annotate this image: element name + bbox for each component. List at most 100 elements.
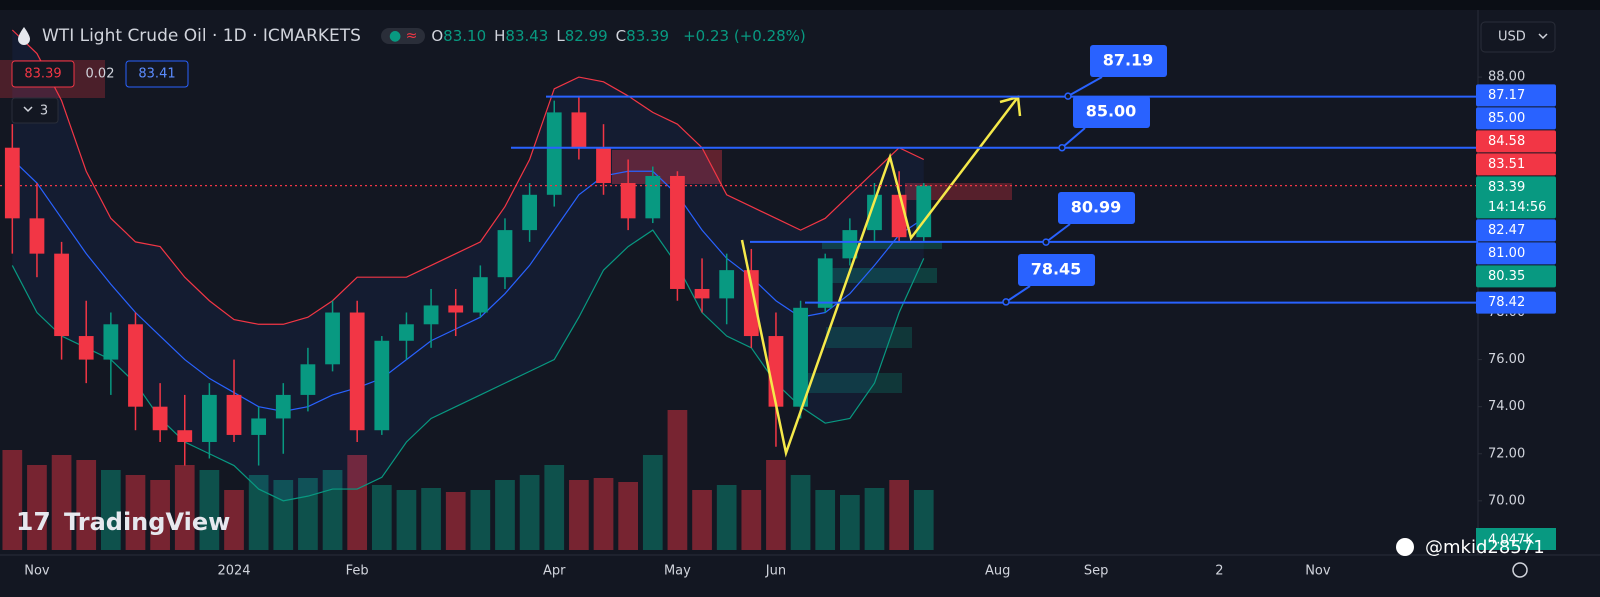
candle-body (472, 277, 488, 313)
x-tick-label: Aug (985, 564, 1010, 579)
x-tick-label: 2024 (217, 564, 250, 579)
tv-logo-mark: 17 (16, 507, 51, 536)
volume-bar (421, 488, 441, 550)
ohlc-value: 83.43 (505, 27, 549, 45)
candle-body (522, 194, 538, 231)
candle-body (152, 406, 168, 431)
candle-body (743, 270, 759, 337)
volume-bar (51, 455, 72, 550)
candle-body (29, 218, 45, 254)
ask: 83.41 (138, 67, 175, 82)
band-line (11, 159, 925, 413)
volume-bar (248, 475, 269, 550)
volume-bar (593, 478, 614, 550)
callout-label: 80.99 (1071, 198, 1122, 217)
candle-body (251, 418, 267, 435)
candle-body (793, 307, 808, 407)
x-tick-label: May (664, 564, 691, 579)
change: +0.23 (+0.28%) (683, 27, 806, 45)
x-tick-label: Apr (543, 564, 566, 579)
x-tick-label: Nov (1305, 564, 1331, 579)
band-fill (12, 30, 924, 501)
ohlc-values: O83.10 H83.43 L82.99 C83.39 (431, 27, 677, 45)
candle-body (300, 364, 316, 395)
volume-bar (150, 480, 170, 550)
volume-bar (519, 475, 540, 550)
demand-zone (826, 327, 912, 348)
indicator-toggle[interactable] (11, 97, 59, 124)
volume-bar (125, 475, 146, 550)
ohlc-prefix: L (556, 27, 565, 45)
volume-bar (790, 475, 811, 550)
volume-bar (839, 495, 860, 550)
candle-body (128, 324, 143, 407)
candle-body (694, 288, 710, 299)
price-label-box (1476, 291, 1556, 314)
top-strip (0, 0, 1600, 10)
price-label-box (1476, 242, 1556, 265)
symbol-header: WTI Light Crude Oil · 1D · ICMARKETS ● ≈… (16, 26, 806, 46)
volume-bar (27, 465, 47, 550)
price-label: 85.00 (1488, 111, 1525, 126)
candle-body (177, 430, 193, 442)
zigzag-drawing (740, 96, 1019, 458)
volume-bar (495, 480, 515, 550)
volume-bar (667, 410, 688, 550)
supply-zone (905, 183, 1012, 200)
candle-body (4, 147, 20, 219)
x-tick-label: Sep (1084, 564, 1109, 579)
band-line (11, 29, 925, 325)
candle-body (645, 175, 661, 219)
currency-select[interactable] (1480, 21, 1556, 53)
demand-zone (822, 242, 942, 249)
callout-box (1018, 254, 1095, 286)
price-label: 83.51 (1488, 157, 1525, 172)
price-label-box (1476, 176, 1556, 219)
chevron-icon (23, 106, 33, 113)
volume-bar (618, 482, 639, 550)
bid-box (11, 60, 75, 88)
candle-body (54, 253, 69, 337)
spread: 0.02 (86, 67, 115, 82)
candle-body (670, 175, 685, 289)
volume-bar (741, 490, 762, 550)
callout-pointer (1045, 223, 1071, 243)
callout-label: 78.45 (1031, 260, 1082, 279)
callout-pointer (1061, 127, 1086, 149)
candle-body (78, 336, 94, 360)
drop-icon (18, 27, 30, 45)
watermark: @mkid28571 (1425, 537, 1545, 558)
volume-bar (273, 480, 294, 550)
countdown: 14:14:56 (1488, 200, 1546, 215)
candle-body (719, 270, 735, 299)
price-label: 87.17 (1488, 88, 1525, 103)
price-label: 78.42 (1488, 295, 1525, 310)
candle-body (497, 230, 513, 278)
callout-pointer (1067, 76, 1103, 98)
y-tick-label: 76.00 (1488, 352, 1525, 367)
ohlc-prefix: O (431, 27, 444, 45)
facebook-icon (1396, 538, 1414, 556)
candle-body (571, 112, 587, 148)
volume-bar (2, 450, 23, 550)
callout-label: 85.00 (1086, 102, 1137, 121)
settings-icon[interactable] (1512, 562, 1528, 578)
candle-body (596, 147, 611, 184)
callout-box (1090, 45, 1167, 77)
currency[interactable]: USD (1498, 30, 1526, 45)
callout-anchor (1042, 238, 1050, 246)
volume-bar (100, 470, 121, 550)
candle-body (349, 312, 365, 431)
price-label-box (1476, 107, 1556, 130)
volume-bar (716, 485, 737, 550)
x-tick-label: 2 (1215, 564, 1223, 579)
indicator-count[interactable]: 3 (40, 104, 48, 119)
status-pill: ● ≈ (380, 28, 426, 44)
ohlc-value: 82.99 (564, 27, 608, 45)
volume-bar (642, 455, 663, 550)
candle-body (226, 394, 242, 435)
volume-bar (199, 470, 220, 550)
price-label: 80.35 (1488, 269, 1525, 284)
ohlc-value: 83.39 (626, 27, 670, 45)
